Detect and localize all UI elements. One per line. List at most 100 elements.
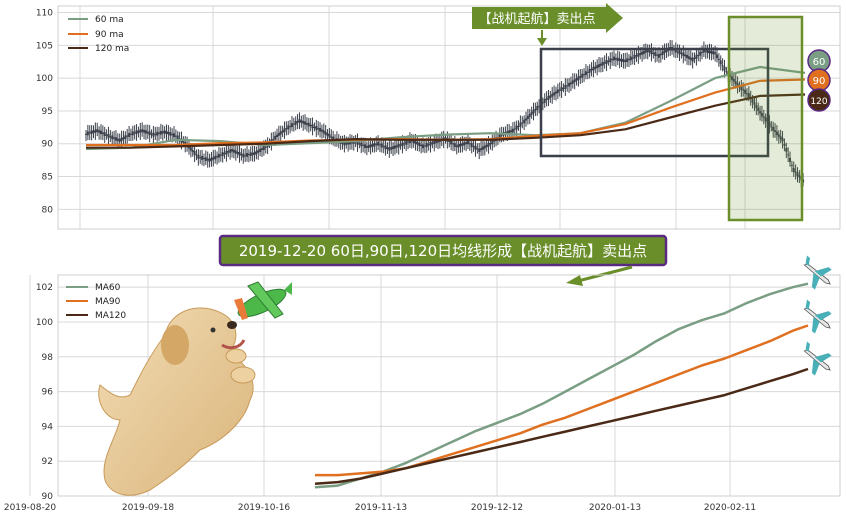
candle-body-286 (620, 58, 623, 62)
candle-body-169 (401, 142, 404, 147)
candle-body-299 (644, 50, 647, 53)
candle-body-141 (349, 141, 352, 145)
candle-body-292 (631, 57, 634, 59)
candle-body-163 (390, 147, 393, 150)
candle-body-44 (167, 132, 170, 135)
candle-body-338 (717, 58, 720, 60)
legend-MA120: MA120 (95, 311, 126, 321)
candle-body-104 (279, 131, 282, 135)
candle-body-258 (568, 82, 571, 87)
top-chart: 80 85 90 95 100 105 110 60 ma 90 ma 120 ma 【战机… (36, 3, 841, 230)
candle-body-266 (583, 74, 586, 76)
candle-body-275 (599, 63, 602, 66)
legend-120ma: 120 ma (95, 44, 129, 54)
candle-body-10 (103, 132, 106, 137)
bottom-ytick-4: 98 (42, 353, 54, 363)
bottom-xtick-0: 2019-08-20 (4, 503, 57, 513)
candle-body-147 (360, 142, 363, 147)
legend-60ma: 60 ma (95, 15, 124, 25)
candle-body-348 (736, 83, 739, 87)
candle-body-32 (144, 130, 147, 134)
candle-body-305 (656, 54, 659, 56)
candle-body-16 (114, 137, 117, 141)
candle-body-120 (309, 124, 312, 126)
candle-body-60 (197, 154, 200, 159)
candle-body-137 (341, 142, 344, 144)
candle-body-187 (435, 140, 438, 143)
candle-body-26 (133, 132, 136, 134)
candle-body-232 (519, 122, 522, 127)
candle-body-153 (371, 144, 374, 147)
candle-body-74 (223, 153, 226, 155)
ma-badges: 60 90 120 (807, 49, 831, 112)
top-banner: 【战机起航】卖出点 (472, 3, 623, 46)
candle-body-173 (408, 139, 411, 144)
candle-body-112 (294, 121, 297, 125)
candle-body-49 (176, 135, 179, 140)
candle-body-79 (232, 149, 235, 153)
candle-body-121 (311, 124, 314, 129)
candle-body-46 (171, 133, 174, 136)
top-ytick-0: 80 (42, 205, 54, 215)
candle-body-283 (614, 58, 617, 60)
candle-body-372 (781, 138, 784, 142)
candle-body-334 (710, 50, 713, 54)
badge-120 (807, 88, 831, 112)
candle-body-367 (772, 126, 775, 131)
candle-body-185 (431, 142, 434, 144)
candle-body-107 (285, 128, 288, 130)
candle-body-106 (283, 128, 286, 132)
bottom-legend: MA60 MA90 MA120 (66, 283, 126, 321)
candle-body-69 (214, 155, 217, 160)
candle-body-284 (616, 57, 619, 62)
candle-body-86 (246, 152, 249, 157)
candle-body-124 (317, 128, 320, 130)
candle-body-262 (575, 78, 578, 81)
candle-body-57 (191, 150, 194, 152)
candle-body-87 (247, 154, 250, 156)
candle-body-161 (386, 147, 389, 149)
candle-body-308 (661, 51, 664, 55)
badge-90-label: 90 (813, 76, 826, 87)
candle-body-61 (199, 157, 202, 159)
candle-body-181 (423, 145, 426, 147)
candle-body-202 (463, 142, 466, 146)
candle-body-351 (742, 89, 745, 91)
candle-body-297 (641, 51, 644, 55)
candle-body-18 (118, 139, 121, 142)
candle-body-89 (251, 152, 254, 155)
candle-body-370 (777, 134, 780, 137)
bottom-xtick-3: 2019-11-13 (355, 503, 407, 513)
candle-body-108 (287, 125, 290, 130)
candle-body-1 (86, 131, 89, 136)
candle-body-4 (92, 130, 95, 133)
candle-body-259 (569, 82, 572, 85)
candle-body-279 (607, 60, 610, 62)
candle-body-254 (560, 87, 563, 92)
candle-body-319 (682, 52, 685, 57)
candle-body-142 (350, 141, 353, 144)
candle-body-182 (425, 143, 428, 148)
candle-body-29 (139, 129, 142, 133)
candle-body-374 (785, 148, 788, 152)
candle-body-91 (255, 151, 258, 154)
top-ytick-5: 105 (36, 41, 53, 51)
candle-body-110 (290, 123, 293, 128)
candle-body-350 (740, 86, 743, 91)
candle-body-353 (745, 93, 748, 95)
candle-body-28 (137, 130, 140, 133)
candle-body-186 (433, 140, 436, 145)
candle-body-188 (437, 139, 440, 143)
dog-illustration (98, 307, 256, 496)
candle-body-17 (116, 138, 119, 141)
candle-body-320 (684, 54, 687, 57)
candle-body-326 (695, 54, 698, 59)
bottom-xtick-6: 2020-02-11 (704, 503, 756, 513)
candle-body-88 (249, 152, 252, 157)
candle-body-288 (624, 60, 627, 63)
candle-body-12 (107, 133, 110, 138)
candle-body-115 (300, 120, 303, 123)
candle-body-208 (474, 145, 477, 150)
candle-body-72 (219, 154, 222, 156)
candle-body-346 (732, 79, 735, 82)
